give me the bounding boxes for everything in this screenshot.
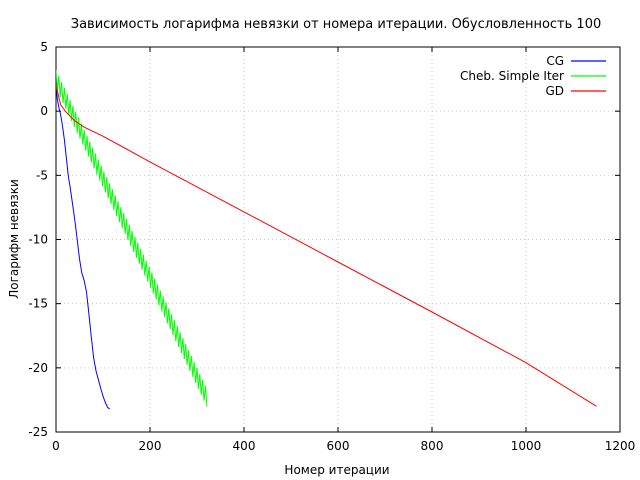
x-tick-label: 600 [327,439,350,453]
chart-title: Зависимость логарифма невязки от номера … [71,17,602,32]
x-tick-label: 1000 [511,439,542,453]
x-tick-label: 200 [139,439,162,453]
y-tick-label: -20 [28,361,48,375]
series-layer [56,70,597,410]
x-tick-label: 800 [421,439,444,453]
axis-tick-labels: 0 200 400 600 800 1000 1200 5 0 -5 -10 -15 -20 -25 [28,40,635,453]
x-tick-label: 1200 [605,439,636,453]
axis-ticks [55,46,621,433]
y-tick-label: -5 [36,168,48,182]
y-tick-label: -15 [28,297,48,311]
y-tick-label: 5 [40,40,48,54]
legend-label: CG [546,54,564,68]
y-tick-label: 0 [40,104,48,118]
x-tick-label: 0 [52,439,60,453]
x-tick-label: 400 [233,439,256,453]
legend-label: GD [545,84,564,98]
x-axis-title: Номер итерации [284,463,389,477]
y-tick-label: -10 [28,233,48,247]
y-axis-title: Логарифм невязки [7,179,21,299]
legend-label: Cheb. Simple Iter [460,69,564,83]
series-line-cg [56,85,110,410]
series-line-cheb-simple-iter [56,70,208,407]
grid [56,47,620,432]
y-tick-label: -25 [28,425,48,439]
series-line-gd [56,85,597,407]
